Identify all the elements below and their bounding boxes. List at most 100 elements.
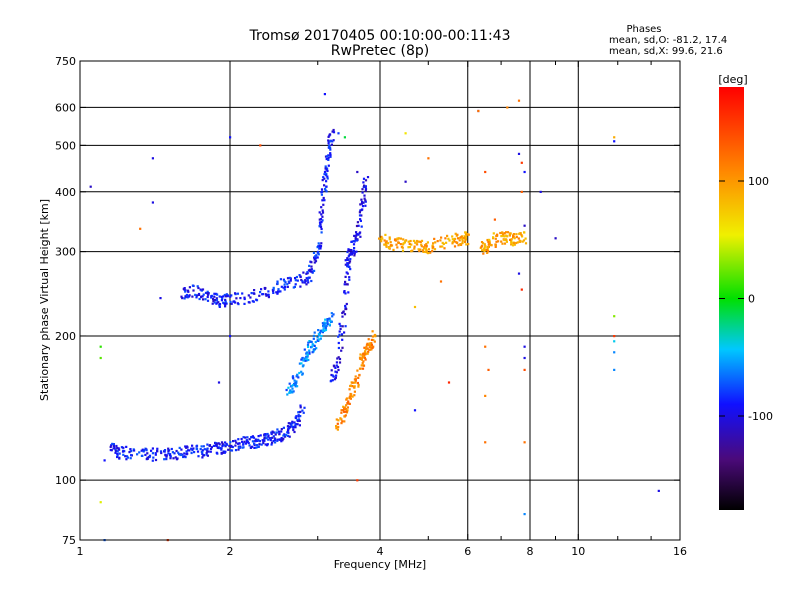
trace-point: [223, 444, 226, 447]
trace-point: [210, 295, 213, 298]
trace-point: [423, 244, 427, 247]
trace-point: [315, 347, 318, 350]
scatter-point: [323, 93, 326, 96]
trace-point: [317, 333, 320, 336]
trace-point: [361, 191, 364, 194]
trace-point: [218, 303, 222, 306]
trace-point: [173, 452, 176, 455]
trace-point: [305, 351, 308, 354]
trace-point: [305, 355, 308, 358]
trace-point: [337, 419, 340, 422]
trace-point: [322, 325, 325, 328]
trace-point: [318, 211, 321, 214]
trace-point: [380, 235, 383, 238]
trace-point: [185, 293, 188, 297]
trace-point: [344, 304, 347, 308]
trace-point: [480, 245, 483, 248]
trace-point: [332, 364, 335, 367]
trace-point: [325, 174, 328, 177]
trace-point: [348, 276, 351, 279]
trace-point: [200, 296, 203, 299]
trace-point: [122, 446, 125, 449]
scatter-point: [337, 132, 340, 135]
trace-point: [321, 219, 324, 222]
trace-point: [291, 387, 294, 390]
trace-point: [271, 430, 274, 433]
trace-point: [360, 357, 363, 360]
trace-point: [306, 344, 310, 347]
trace-point: [274, 438, 277, 442]
trace-point: [185, 446, 188, 449]
trace-point: [224, 298, 227, 301]
trace-point: [318, 218, 321, 221]
trace-point: [292, 426, 295, 429]
trace-point: [485, 249, 488, 252]
scatter-point: [99, 501, 102, 504]
trace-point: [523, 231, 526, 234]
trace-point: [326, 319, 329, 322]
trace-point: [146, 452, 149, 455]
trace-point: [202, 293, 205, 296]
trace-point: [298, 371, 301, 375]
trace-point: [313, 261, 316, 264]
scatter-point: [484, 441, 487, 444]
trace-point: [331, 374, 334, 377]
trace-point: [236, 302, 239, 305]
trace-point: [385, 240, 388, 243]
trace-point: [267, 293, 270, 296]
scatter-point: [520, 288, 523, 291]
trace-point: [329, 155, 332, 158]
trace-point: [494, 245, 497, 248]
trace-point: [236, 292, 239, 295]
trace-point: [356, 369, 359, 372]
trace-point: [110, 444, 113, 447]
trace-point: [125, 445, 128, 448]
trace-point: [343, 406, 346, 409]
trace-point: [487, 250, 490, 253]
trace-point: [358, 232, 361, 235]
trace-point: [294, 385, 297, 388]
trace-point: [483, 243, 486, 246]
trace-point: [343, 410, 346, 413]
trace-point: [339, 417, 342, 420]
trace-point: [347, 248, 350, 251]
trace-point: [482, 242, 485, 245]
scatter-point: [413, 305, 417, 309]
trace-point: [272, 286, 275, 289]
trace-point: [384, 233, 387, 236]
trace-point: [196, 450, 200, 453]
trace-point: [195, 296, 198, 299]
trace-point: [120, 446, 123, 449]
trace-point: [306, 271, 309, 274]
trace-point: [343, 331, 346, 334]
trace-point: [494, 237, 497, 240]
trace-point: [217, 301, 220, 304]
trace-point: [366, 347, 369, 350]
trace-point: [319, 223, 322, 226]
trace-point: [385, 245, 388, 248]
trace-point: [440, 236, 443, 239]
trace-point: [215, 299, 219, 302]
trace-point: [337, 368, 340, 372]
trace-point: [441, 245, 444, 248]
scatter-point: [523, 224, 526, 227]
x-axis-label: Frequency [MHz]: [334, 558, 426, 571]
trace-point: [170, 447, 173, 451]
trace-point: [123, 450, 126, 453]
trace-point: [394, 238, 397, 241]
trace-point: [330, 143, 333, 146]
trace-point: [286, 277, 290, 280]
trace-point: [357, 383, 360, 386]
trace-point: [223, 302, 226, 305]
trace-point: [331, 379, 334, 382]
trace-point: [233, 300, 236, 303]
trace-point: [433, 237, 436, 240]
trace-point: [294, 277, 297, 280]
scatter-point: [539, 190, 542, 193]
trace-point: [415, 242, 418, 245]
trace-point: [264, 443, 267, 446]
trace-point: [515, 241, 518, 245]
trace-point: [425, 245, 428, 248]
trace-point: [232, 440, 235, 443]
trace-point: [347, 249, 350, 252]
